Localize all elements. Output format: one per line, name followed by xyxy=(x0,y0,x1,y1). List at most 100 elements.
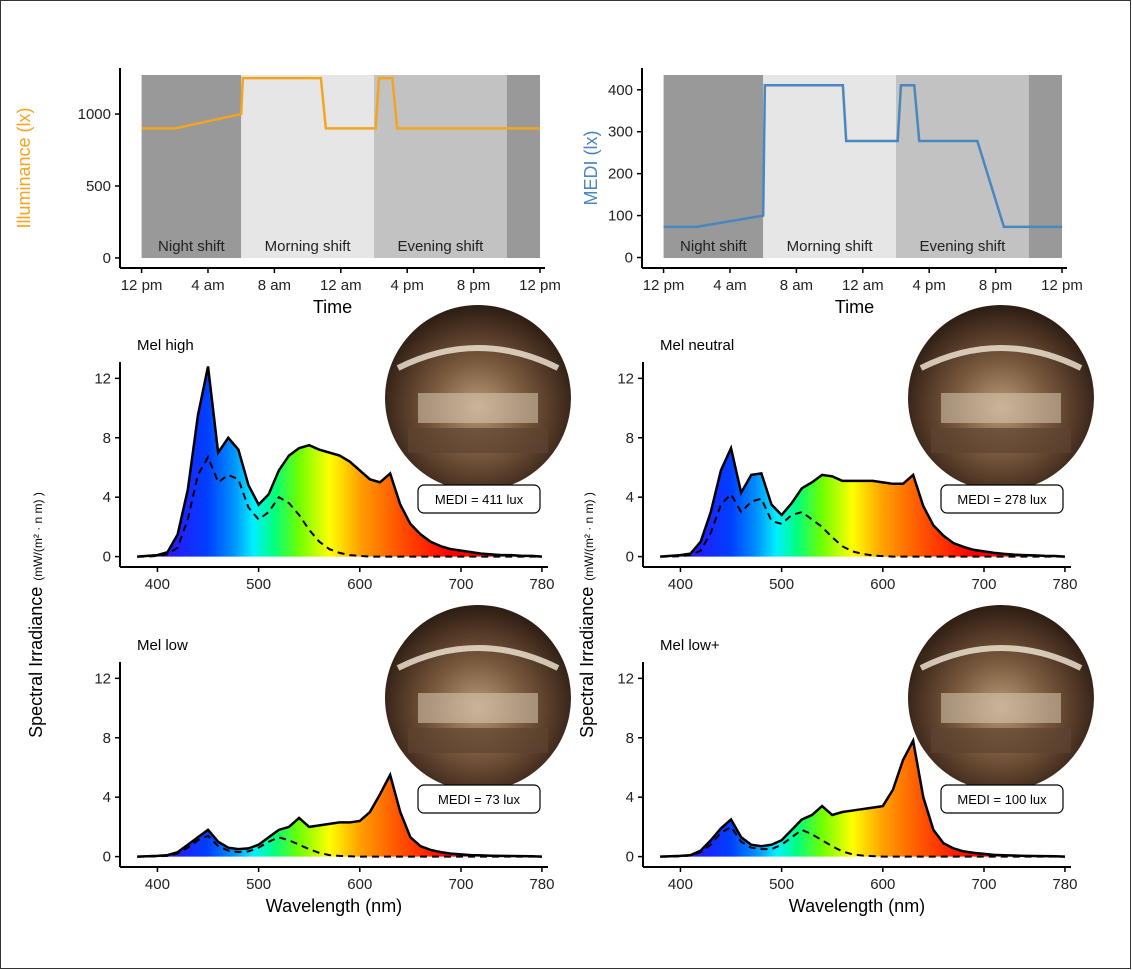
x-tick-label: 4 am xyxy=(713,277,746,294)
x-tick-label: 700 xyxy=(971,576,996,593)
x-tick-label: 12 pm xyxy=(121,277,163,294)
shift-label: Evening shift xyxy=(919,238,1006,255)
shift-label: Night shift xyxy=(158,238,226,255)
y-tick-label: 12 xyxy=(94,370,111,387)
x-tick-label: 780 xyxy=(529,576,554,593)
y-axis-title: Spectral Irradiance (mW/(m² · n m) ) xyxy=(26,492,46,738)
shift-label: Evening shift xyxy=(397,238,484,255)
x-tick-label: 780 xyxy=(529,876,554,893)
y-tick-label: 4 xyxy=(103,789,111,806)
x-tick-label: 500 xyxy=(246,876,271,893)
x-tick-label: 600 xyxy=(870,876,895,893)
y-tick-label: 4 xyxy=(103,489,111,506)
panel-title: Mel low+ xyxy=(660,637,720,654)
spectrum-area xyxy=(137,774,542,857)
line xyxy=(141,76,541,130)
photo-detail xyxy=(941,693,1061,723)
melanopic-line xyxy=(660,492,1065,558)
x-tick-label: 12 pm xyxy=(1041,277,1083,294)
medi-box xyxy=(940,784,1064,814)
y-tick-label: 8 xyxy=(626,730,634,747)
photo-detail xyxy=(408,728,548,753)
line xyxy=(663,83,1063,229)
shift-region xyxy=(141,75,242,258)
shift-region xyxy=(1028,75,1063,258)
y-tick-label: 8 xyxy=(103,430,111,447)
panel-title: Mel high xyxy=(137,337,194,354)
y-tick-label: 0 xyxy=(103,250,111,267)
photo-detail xyxy=(919,345,1083,371)
x-tick-label: 500 xyxy=(246,576,271,593)
x-tick-label: 700 xyxy=(971,876,996,893)
x-axis-title: Wavelength (nm) xyxy=(266,896,402,916)
x-tick-label: 600 xyxy=(347,876,372,893)
x-tick-label: 4 pm xyxy=(391,277,424,294)
y-tick-label: 8 xyxy=(626,430,634,447)
y-tick-label: 12 xyxy=(617,370,634,387)
photo-detail xyxy=(931,728,1071,753)
spectrum-area xyxy=(137,366,542,557)
y-axis-title-main: Spectral Irradiance xyxy=(26,587,46,738)
photo-detail xyxy=(418,393,538,423)
photo-detail xyxy=(931,428,1071,453)
y-tick-label: 100 xyxy=(608,208,633,225)
y-axis-title: Spectral Irradiance (mW/(m² · n m) ) xyxy=(577,492,597,738)
y-tick-label: 0 xyxy=(626,849,634,866)
melanopic-line xyxy=(137,834,542,858)
x-tick-label: 12 pm xyxy=(519,277,561,294)
y-tick-label: 0 xyxy=(103,849,111,866)
x-tick-label: 12 am xyxy=(320,277,362,294)
photo-detail xyxy=(418,693,538,723)
x-tick-label: 400 xyxy=(145,576,170,593)
shift-label: Morning shift xyxy=(787,238,874,255)
panel-title: Mel low xyxy=(137,637,188,654)
medi-label: MEDI = 278 lux xyxy=(957,492,1047,507)
medi-label: MEDI = 100 lux xyxy=(957,792,1047,807)
y-tick-label: 0 xyxy=(625,250,633,267)
x-tick-label: 8 am xyxy=(780,277,813,294)
x-tick-label: 400 xyxy=(668,576,693,593)
spectrum-line xyxy=(660,736,1065,858)
photo-detail xyxy=(396,645,560,671)
x-tick-label: 4 pm xyxy=(913,277,946,294)
x-tick-label: 8 pm xyxy=(457,277,490,294)
x-tick-label: 600 xyxy=(347,576,372,593)
x-tick-label: 4 am xyxy=(191,277,224,294)
x-axis-title: Time xyxy=(313,297,352,317)
shift-region xyxy=(663,75,764,258)
x-tick-label: 12 pm xyxy=(643,277,685,294)
spectrum-line xyxy=(660,444,1066,558)
x-tick-label: 400 xyxy=(145,876,170,893)
medi-label: MEDI = 411 lux xyxy=(435,492,524,507)
spectrum-area xyxy=(660,740,1065,857)
medi-box xyxy=(417,784,541,814)
shift-label: Morning shift xyxy=(265,238,352,255)
y-tick-label: 300 xyxy=(608,124,633,141)
spectrum-line xyxy=(137,771,542,858)
y-axis-title: MEDI (lx) xyxy=(581,131,601,206)
panel-title: Mel neutral xyxy=(660,337,734,354)
y-axis-title-unit: (mW/(m² · n m) ) xyxy=(582,492,596,581)
photo-detail xyxy=(408,428,548,453)
x-tick-label: 700 xyxy=(448,576,473,593)
melanopic-line xyxy=(137,454,542,558)
medi-label: MEDI = 73 lux xyxy=(438,792,521,807)
y-axis-title-main: Spectral Irradiance xyxy=(577,587,597,738)
y-tick-label: 400 xyxy=(608,82,633,99)
y-tick-label: 4 xyxy=(626,489,634,506)
shift-region xyxy=(241,75,375,258)
x-tick-label: 600 xyxy=(870,576,895,593)
photo-detail xyxy=(941,393,1061,423)
y-tick-label: 4 xyxy=(626,789,634,806)
y-tick-label: 12 xyxy=(617,670,634,687)
shift-region xyxy=(506,75,541,258)
spectrum-line xyxy=(137,366,543,558)
medi-box xyxy=(417,484,541,514)
medi-box xyxy=(940,484,1064,514)
x-tick-label: 780 xyxy=(1052,576,1077,593)
y-tick-label: 0 xyxy=(103,549,111,566)
photo-detail xyxy=(919,645,1083,671)
melanopic-line xyxy=(660,825,1065,858)
x-tick-label: 780 xyxy=(1052,876,1077,893)
